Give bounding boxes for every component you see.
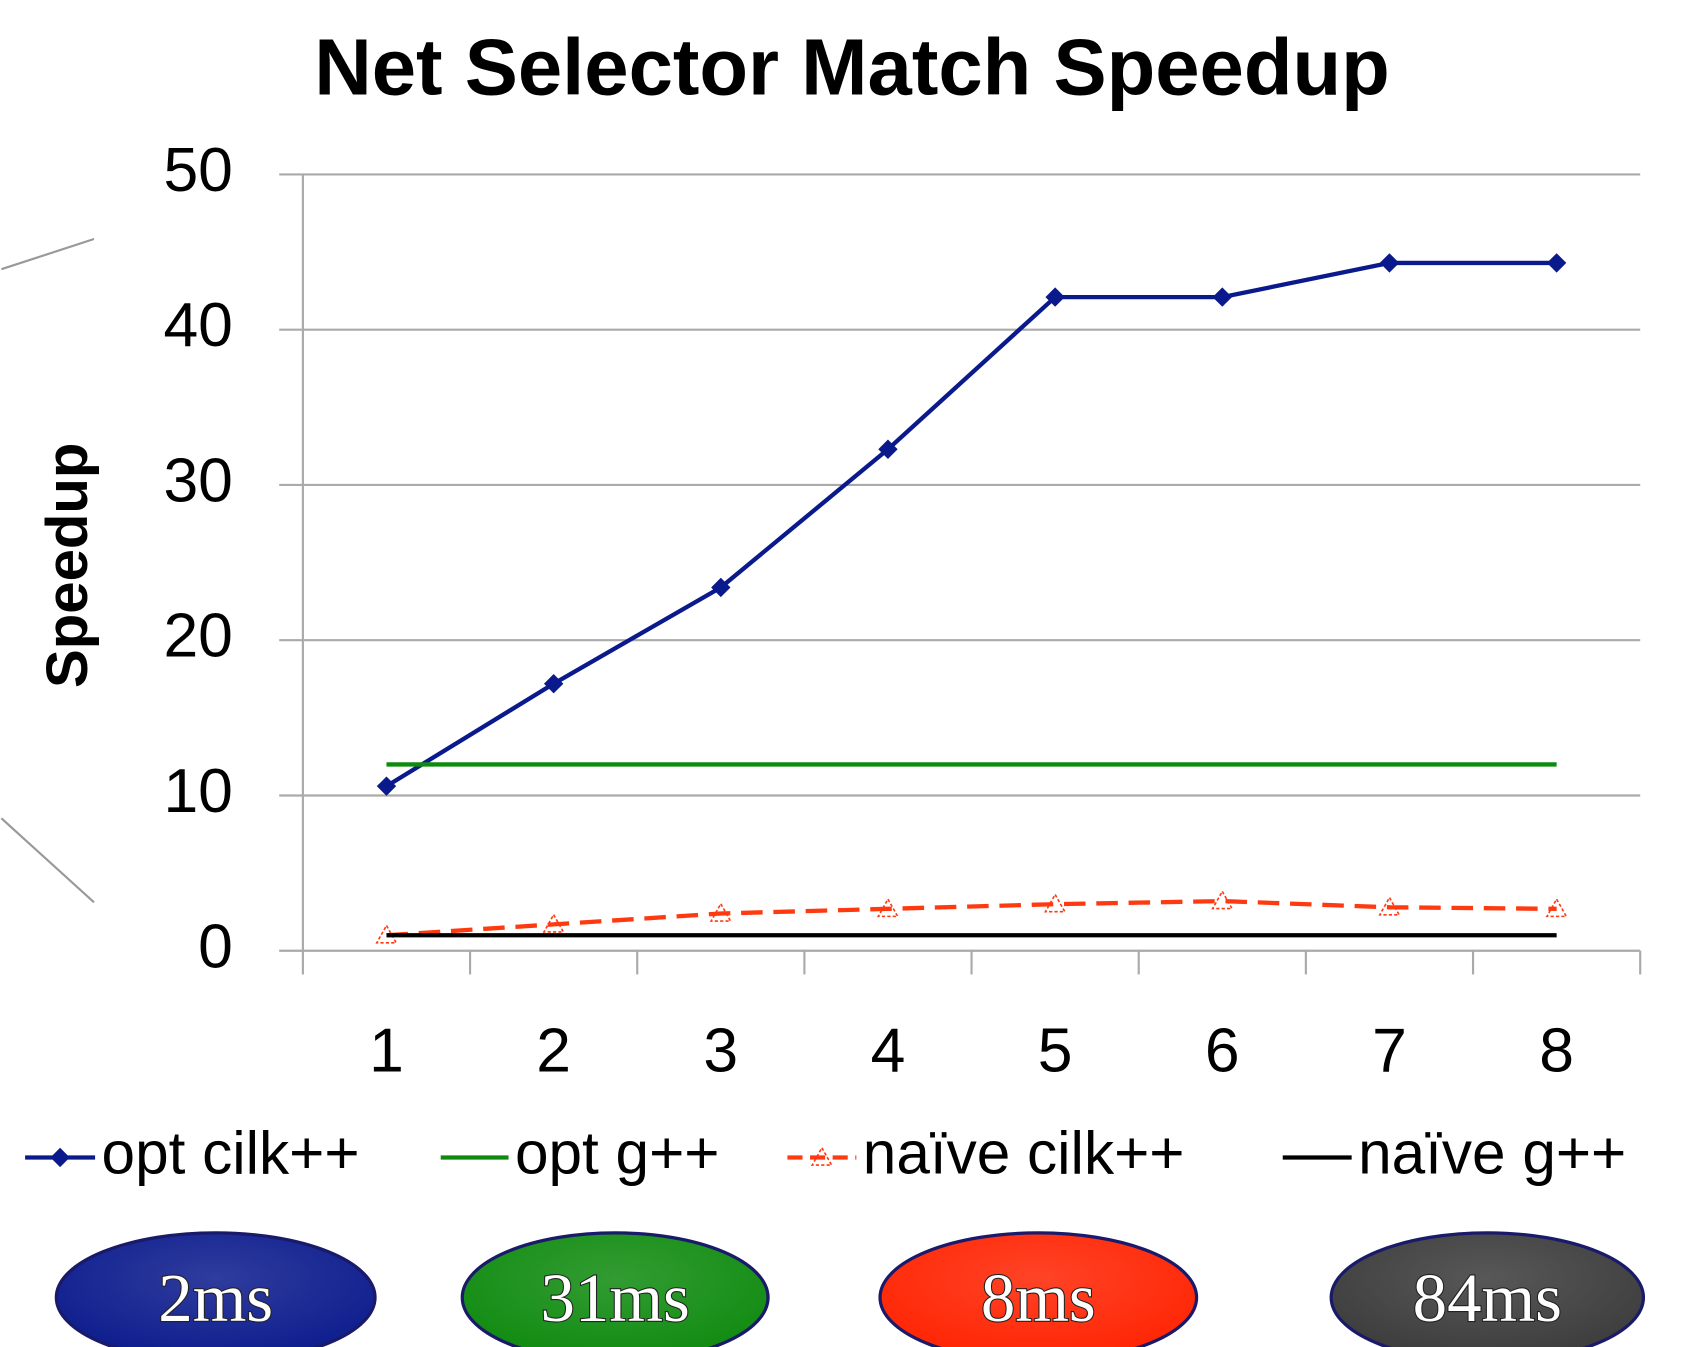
data-point — [876, 897, 900, 918]
data-point — [1044, 892, 1067, 913]
x-tick-label: 6 — [1205, 1016, 1240, 1086]
data-point — [542, 913, 565, 933]
y-tick-label: 0 — [198, 911, 233, 981]
y-tick-label: 30 — [163, 445, 232, 515]
y-tick-label: 10 — [163, 756, 232, 826]
data-point — [375, 923, 398, 944]
legend-label: opt cilk++ — [102, 1118, 360, 1186]
x-tick-label: 1 — [369, 1016, 404, 1086]
y-axis-title: Speedup — [35, 443, 100, 688]
data-point — [1379, 253, 1400, 273]
timing-label: 8ms — [981, 1260, 1096, 1336]
data-point — [878, 439, 898, 459]
x-tick-label: 7 — [1372, 1016, 1407, 1086]
timing-badge — [878, 1231, 1199, 1347]
y-tick-label: 50 — [163, 135, 232, 205]
legend-label: naïve g++ — [1358, 1118, 1626, 1186]
legend-label: naïve cilk++ — [863, 1118, 1185, 1186]
timing-label: 84ms — [1413, 1260, 1562, 1336]
chart-title: Net Selector Match Speedup — [314, 22, 1390, 111]
x-tick-label: 8 — [1539, 1016, 1574, 1086]
timing-label: 2ms — [158, 1260, 273, 1336]
x-tick-label: 5 — [1038, 1016, 1073, 1086]
data-point — [810, 1146, 833, 1166]
series-line — [385, 260, 1557, 789]
y-tick-label: 20 — [163, 601, 232, 671]
x-tick-label: 2 — [536, 1016, 571, 1086]
data-point — [1212, 287, 1232, 307]
series-line — [386, 898, 1557, 938]
legend-label: opt g++ — [515, 1118, 719, 1186]
timing-badge — [54, 1231, 377, 1347]
data-point — [543, 674, 564, 694]
data-point — [1211, 889, 1234, 910]
timing-label: 31ms — [540, 1260, 689, 1336]
data-point — [1545, 897, 1568, 918]
data-point — [1546, 253, 1567, 273]
data-point — [709, 902, 732, 922]
decoration-line — [0, 817, 95, 904]
x-tick-label: 3 — [703, 1016, 738, 1086]
timing-badge — [1329, 1231, 1646, 1347]
timing-badge — [460, 1231, 770, 1347]
data-point — [711, 577, 731, 598]
data-point — [376, 776, 397, 796]
data-point — [50, 1147, 70, 1168]
x-tick-label: 4 — [871, 1016, 906, 1086]
data-point — [1378, 895, 1401, 916]
y-tick-label: 40 — [163, 290, 232, 360]
decoration-line — [1, 238, 95, 271]
